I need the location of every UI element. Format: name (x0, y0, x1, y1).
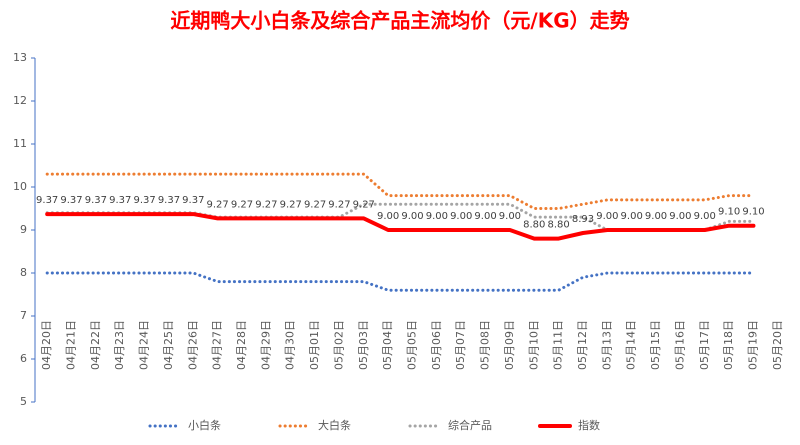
series-line (45, 271, 755, 292)
x-tick-label: 04月23日 (113, 320, 126, 370)
data-label: 9.27 (353, 199, 375, 210)
x-tick-label: 05月06日 (430, 320, 443, 370)
x-tick-label: 05月13日 (600, 320, 613, 370)
x-tick-label: 05月16日 (673, 320, 686, 370)
x-tick-label: 05月15日 (649, 320, 662, 370)
x-tick-label: 05月02日 (332, 320, 345, 370)
data-label: 9.00 (596, 211, 618, 222)
y-tick-label: 11 (13, 137, 27, 150)
x-tick-label: 04月28日 (235, 320, 248, 370)
y-tick-label: 6 (20, 352, 27, 365)
x-tick-label: 05月04日 (381, 320, 394, 370)
x-tick-label: 05月17日 (698, 320, 711, 370)
x-tick-label: 05月07日 (454, 320, 467, 370)
legend-label: 大白条 (318, 418, 351, 432)
y-tick-label: 10 (13, 180, 27, 193)
data-label: 9.37 (182, 195, 204, 206)
x-tick-label: 04月30日 (284, 320, 297, 370)
x-tick-label: 05月14日 (625, 320, 638, 370)
data-label: 9.00 (694, 211, 716, 222)
chart-title: 近期鸭大小白条及综合产品主流均价（元/KG）走势 (170, 9, 629, 33)
data-label: 9.00 (621, 211, 643, 222)
x-tick-label: 05月19日 (746, 320, 759, 370)
x-tick-label: 04月21日 (65, 320, 78, 370)
y-tick-label: 7 (20, 309, 27, 322)
x-tick-label: 05月08日 (479, 320, 492, 370)
x-tick-label: 04月22日 (89, 320, 102, 370)
data-label: 9.37 (109, 195, 131, 206)
y-tick-label: 5 (20, 395, 27, 408)
data-label: 9.37 (133, 195, 155, 206)
y-tick-label: 12 (13, 94, 27, 107)
data-label: 9.00 (377, 211, 399, 222)
data-label: 9.37 (36, 195, 58, 206)
data-label: 9.00 (645, 211, 667, 222)
data-label: 9.10 (742, 207, 764, 218)
x-tick-label: 04月25日 (162, 320, 175, 370)
x-tick-label: 04月24日 (138, 320, 151, 370)
series-line (45, 172, 755, 210)
x-tick-label: 04月20日 (40, 320, 53, 370)
data-label: 9.27 (304, 199, 326, 210)
x-tick-label: 05月18日 (722, 320, 735, 370)
x-tick-label: 04月27日 (211, 320, 224, 370)
x-tick-label: 05月05日 (406, 320, 419, 370)
data-label: 8.80 (523, 220, 545, 231)
data-label: 9.37 (60, 195, 82, 206)
data-label: 9.27 (328, 199, 350, 210)
x-tick-label: 05月09日 (503, 320, 516, 370)
data-label: 9.27 (280, 199, 302, 210)
data-label: 9.10 (718, 207, 740, 218)
data-label: 9.37 (158, 195, 180, 206)
x-tick-label: 05月12日 (576, 320, 589, 370)
x-tick-label: 04月26日 (186, 320, 199, 370)
legend-label: 综合产品 (448, 418, 492, 432)
y-tick-label: 13 (13, 51, 27, 64)
y-tick-label: 9 (20, 223, 27, 236)
data-label: 9.00 (450, 211, 472, 222)
data-label: 9.00 (426, 211, 448, 222)
series-line (45, 212, 756, 241)
data-label: 9.00 (401, 211, 423, 222)
legend-label: 指数 (578, 418, 600, 432)
data-label: 9.37 (85, 195, 107, 206)
data-label: 9.00 (474, 211, 496, 222)
legend-label: 小白条 (188, 418, 221, 432)
data-label: 9.27 (207, 199, 229, 210)
x-tick-label: 05月01日 (308, 320, 321, 370)
x-tick-label: 05月20日 (771, 320, 784, 370)
data-label: 9.27 (255, 199, 277, 210)
data-label: 9.27 (231, 199, 253, 210)
data-label: 9.00 (669, 211, 691, 222)
data-label: 8.80 (547, 220, 569, 231)
x-tick-label: 05月03日 (357, 320, 370, 370)
x-tick-label: 05月11日 (552, 320, 565, 370)
y-tick-label: 8 (20, 266, 27, 279)
data-label: 8.93 (572, 214, 594, 225)
data-label: 9.00 (499, 211, 521, 222)
x-tick-label: 04月29日 (259, 320, 272, 370)
x-tick-label: 05月10日 (527, 320, 540, 370)
